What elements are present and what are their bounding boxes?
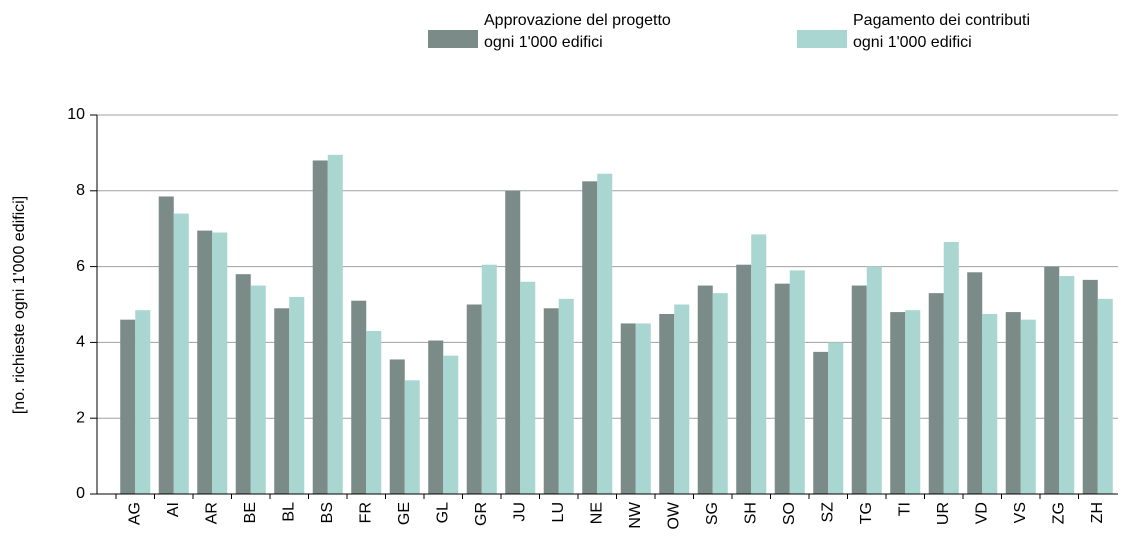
x-tick-label: VS bbox=[1012, 502, 1029, 523]
bar bbox=[982, 313, 998, 494]
x-tick-label: OW bbox=[665, 501, 682, 529]
bar bbox=[404, 380, 420, 494]
bar bbox=[789, 270, 805, 494]
bar bbox=[158, 196, 174, 495]
bar bbox=[828, 342, 844, 494]
bar bbox=[543, 308, 559, 494]
bar bbox=[1082, 279, 1098, 494]
y-tick-label: 2 bbox=[76, 409, 85, 426]
x-tick-label: TI bbox=[896, 502, 913, 516]
bar bbox=[736, 264, 752, 494]
bar bbox=[274, 308, 290, 494]
x-tick-label: GR bbox=[473, 502, 490, 526]
x-tick-label: BS bbox=[319, 502, 336, 523]
y-tick-label: 0 bbox=[76, 485, 85, 502]
x-tick-label: GE bbox=[396, 502, 413, 525]
bar bbox=[697, 285, 713, 494]
bar bbox=[635, 323, 651, 494]
bar bbox=[674, 304, 690, 494]
bar bbox=[351, 300, 367, 494]
x-tick-label: SZ bbox=[819, 502, 836, 523]
bar bbox=[620, 323, 636, 494]
x-tick-label: AG bbox=[126, 502, 143, 525]
x-tick-label: AR bbox=[203, 502, 220, 524]
legend-swatch bbox=[797, 30, 847, 48]
bar bbox=[1020, 319, 1036, 494]
x-tick-label: LU bbox=[550, 502, 567, 522]
bar bbox=[235, 274, 251, 494]
x-tick-label: TG bbox=[858, 502, 875, 524]
x-tick-label: ZH bbox=[1089, 502, 1106, 523]
x-tick-label: BL bbox=[280, 502, 297, 522]
bar bbox=[443, 355, 459, 494]
bar bbox=[851, 285, 867, 494]
x-tick-label: JU bbox=[511, 502, 528, 522]
bar bbox=[582, 181, 598, 494]
bar bbox=[659, 313, 675, 494]
bar bbox=[1097, 298, 1113, 494]
bar bbox=[597, 173, 613, 494]
x-tick-label: UR bbox=[935, 502, 952, 525]
bar bbox=[135, 310, 151, 494]
x-tick-label: ZG bbox=[1050, 502, 1067, 524]
bar bbox=[1059, 276, 1075, 494]
x-tick-label: NW bbox=[627, 501, 644, 529]
bar bbox=[520, 281, 536, 494]
bar bbox=[312, 160, 328, 495]
bar bbox=[505, 190, 521, 495]
bar bbox=[212, 232, 228, 495]
bar bbox=[1044, 266, 1060, 494]
bar bbox=[1005, 312, 1021, 494]
bar bbox=[389, 359, 405, 494]
y-tick-label: 8 bbox=[76, 182, 85, 199]
bar bbox=[943, 241, 959, 494]
bar bbox=[558, 298, 574, 494]
bar bbox=[751, 234, 767, 494]
bar bbox=[866, 266, 882, 494]
bar bbox=[428, 340, 444, 494]
legend-label: Pagamento dei contributi ogni 1'000 edif… bbox=[853, 12, 1030, 51]
legend-label: Approvazione del progetto ogni 1'000 edi… bbox=[484, 12, 671, 51]
y-tick-label: 6 bbox=[76, 258, 85, 275]
y-tick-label: 4 bbox=[76, 334, 85, 351]
bar bbox=[366, 331, 382, 494]
x-tick-label: NE bbox=[588, 502, 605, 524]
bar bbox=[813, 351, 829, 494]
x-tick-label: AI bbox=[165, 502, 182, 517]
bar bbox=[928, 293, 944, 494]
bar bbox=[890, 312, 906, 494]
x-tick-label: VD bbox=[973, 502, 990, 524]
bar bbox=[120, 319, 136, 494]
bar bbox=[712, 293, 728, 494]
x-tick-label: SH bbox=[742, 502, 759, 524]
x-tick-label: SG bbox=[704, 502, 721, 525]
bar bbox=[774, 283, 790, 494]
bar bbox=[197, 230, 213, 494]
bar bbox=[327, 154, 343, 495]
bar bbox=[967, 272, 983, 494]
bar bbox=[905, 310, 921, 494]
x-tick-label: SO bbox=[781, 502, 798, 525]
x-tick-label: FR bbox=[357, 502, 374, 523]
bar bbox=[481, 264, 497, 494]
y-tick-label: 10 bbox=[67, 106, 85, 123]
bar bbox=[466, 304, 482, 494]
x-tick-label: GL bbox=[434, 502, 451, 523]
bar bbox=[289, 296, 305, 494]
bar bbox=[250, 285, 266, 494]
x-tick-label: BE bbox=[242, 502, 259, 523]
legend-swatch bbox=[428, 30, 478, 48]
bar bbox=[173, 213, 189, 495]
y-axis-label: [no. richieste ogni 1'000 edifici] bbox=[11, 196, 28, 414]
